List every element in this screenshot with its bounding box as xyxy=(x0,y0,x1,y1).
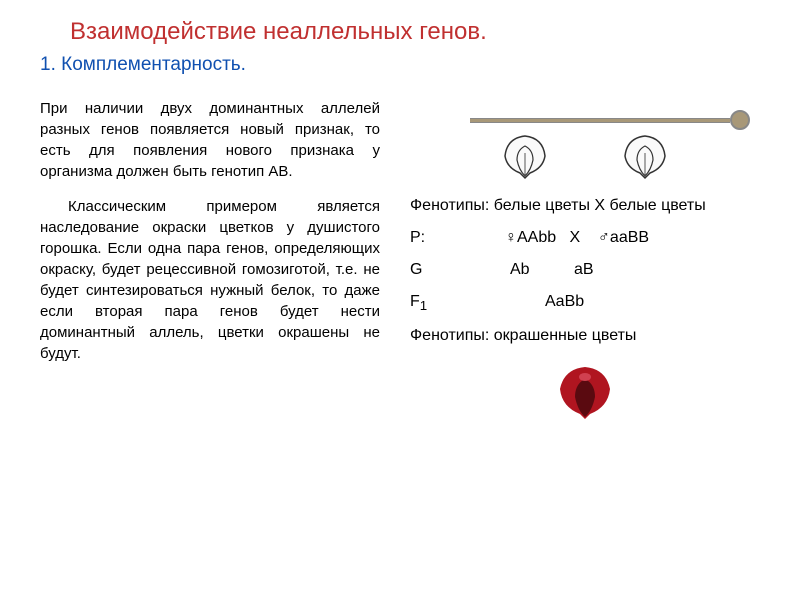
decorative-circle xyxy=(730,110,750,130)
white-flowers-row xyxy=(410,128,760,183)
f1-generation: F1 AaBb xyxy=(410,293,760,313)
p-generation: P: ♀AAbb X ♂aaBB xyxy=(410,229,760,247)
phenotypes-top: Фенотипы: белые цветы Х белые цветы xyxy=(410,197,760,215)
white-flower-icon xyxy=(495,128,555,183)
white-flower-icon xyxy=(615,128,675,183)
decorative-bar xyxy=(470,115,750,125)
f1-genotype: AaBb xyxy=(455,293,760,313)
red-flower-icon xyxy=(550,359,620,424)
slide-subtitle: 1. Комплементарность. xyxy=(0,52,800,86)
content-area: При наличии двух доминантных аллелей раз… xyxy=(0,86,800,424)
right-column: Фенотипы: белые цветы Х белые цветы P: ♀… xyxy=(410,98,760,424)
paragraph-1: При наличии двух доминантных аллелей раз… xyxy=(40,98,380,182)
phenotypes-bottom: Фенотипы: окрашенные цветы xyxy=(410,327,760,345)
left-column: При наличии двух доминантных аллелей раз… xyxy=(40,98,380,424)
paragraph-2: Классическим примером является наследова… xyxy=(40,196,380,364)
p-genotypes: ♀AAbb X ♂aaBB xyxy=(455,229,760,247)
g-label: G xyxy=(410,261,455,279)
gametes: G Ab aB xyxy=(410,261,760,279)
p-label: P: xyxy=(410,229,455,247)
decorative-line xyxy=(470,118,730,123)
slide: Взаимодействие неаллельных генов. 1. Ком… xyxy=(0,0,800,600)
f1-label: F1 xyxy=(410,293,455,313)
g-content: Ab aB xyxy=(455,261,760,279)
slide-title: Взаимодействие неаллельных генов. xyxy=(0,0,800,52)
